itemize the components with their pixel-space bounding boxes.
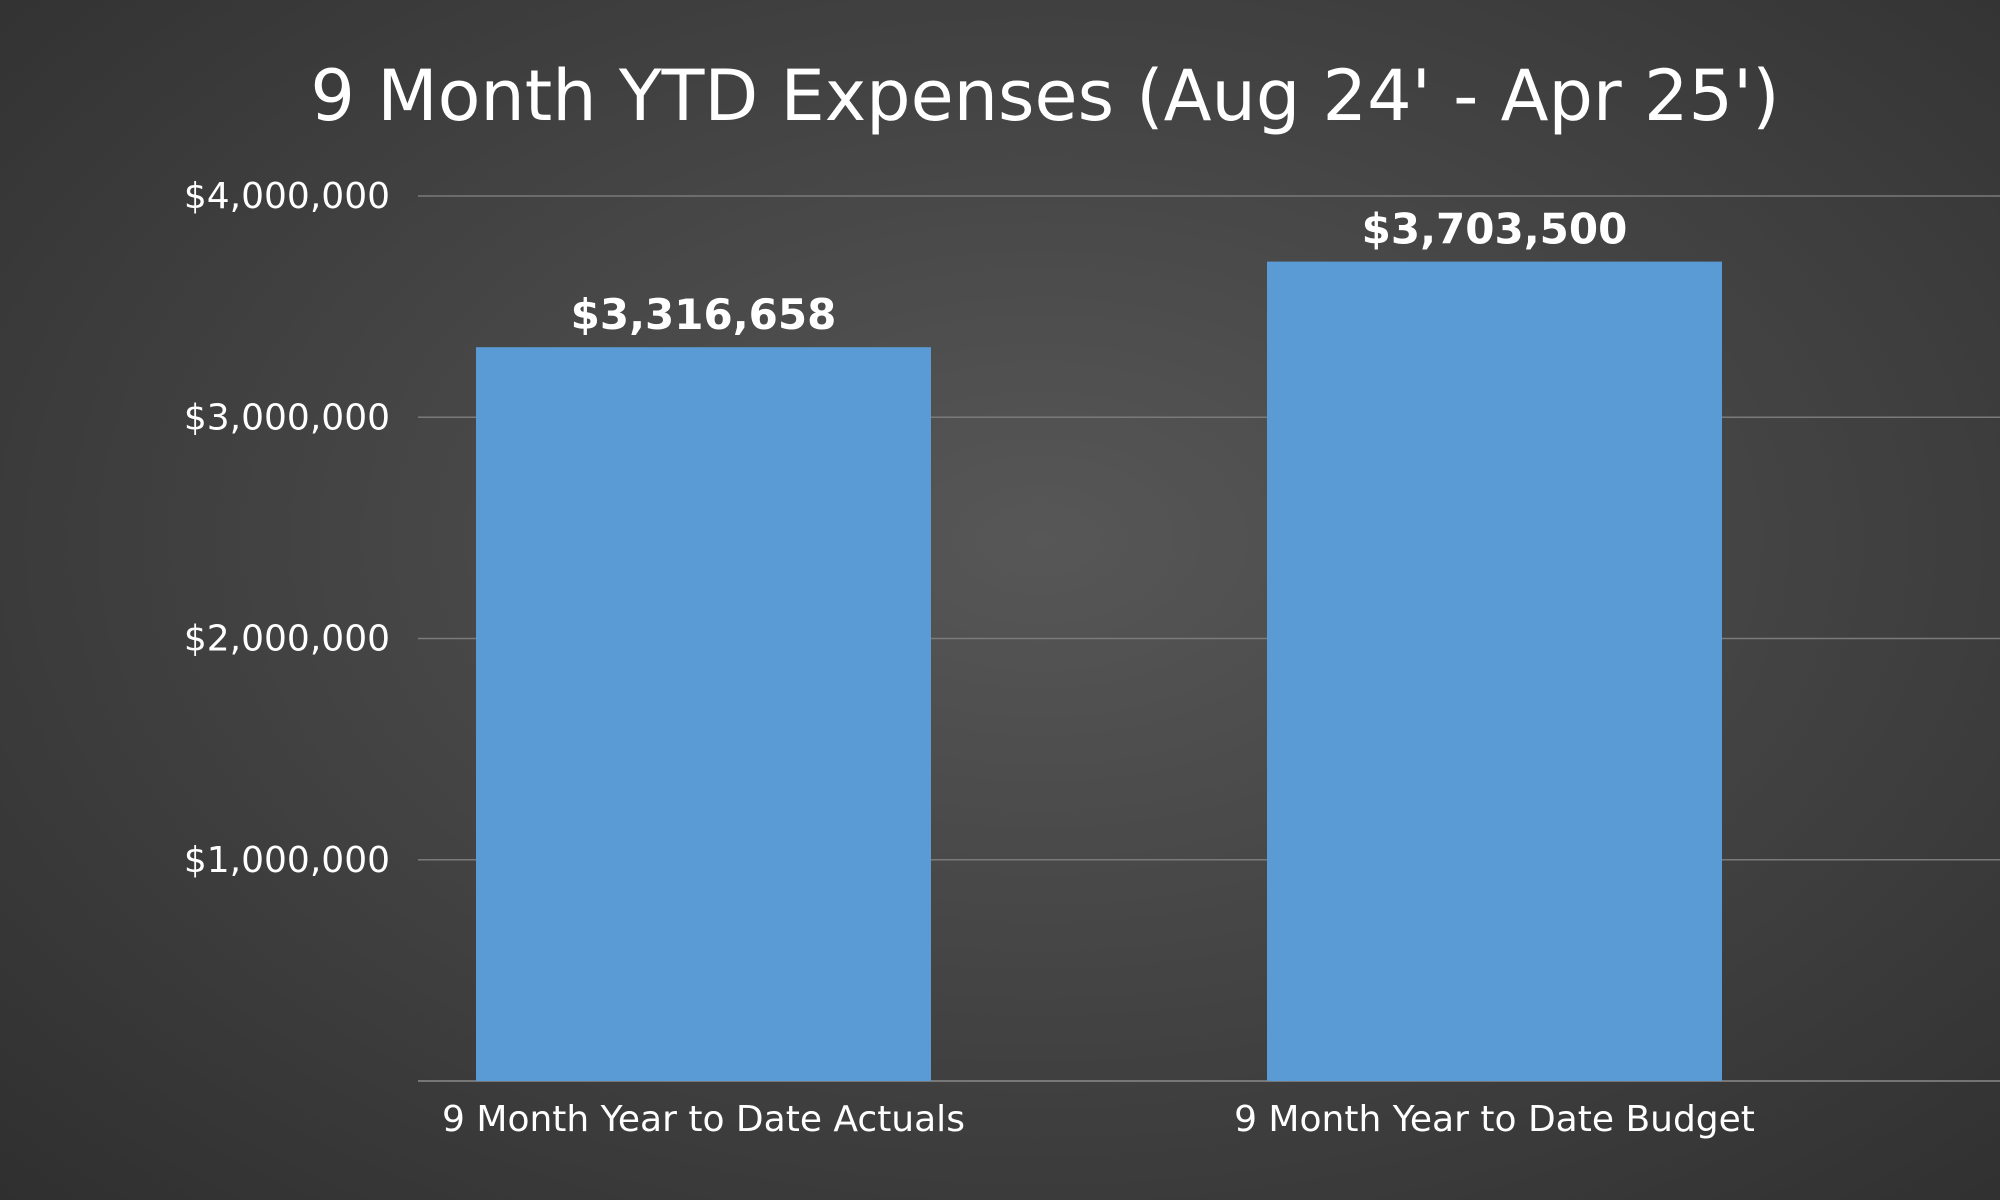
bar-data-label: $3,703,500: [1362, 205, 1628, 254]
data-labels: $3,316,658 $3,703,500: [571, 205, 1628, 340]
category-label: 9 Month Year to Date Budget: [1234, 1099, 1755, 1140]
category-label: 9 Month Year to Date Actuals: [442, 1099, 965, 1140]
y-axis-ticks: $1,000,000 $2,000,000 $3,000,000 $4,000,000: [184, 176, 390, 881]
y-tick-label: $1,000,000: [184, 840, 390, 881]
bars: [476, 261, 1722, 1082]
x-axis-categories: 9 Month Year to Date Actuals 9 Month Year…: [442, 1099, 1755, 1140]
y-tick-label: $4,000,000: [184, 176, 390, 217]
bar: [476, 347, 931, 1081]
y-tick-label: $2,000,000: [184, 619, 390, 660]
y-tick-label: $3,000,000: [184, 397, 390, 438]
chart-title: 9 Month YTD Expenses (Aug 24' - Apr 25'): [310, 55, 1780, 137]
bar-data-label: $3,316,658: [571, 290, 837, 339]
bar: [1267, 261, 1722, 1082]
